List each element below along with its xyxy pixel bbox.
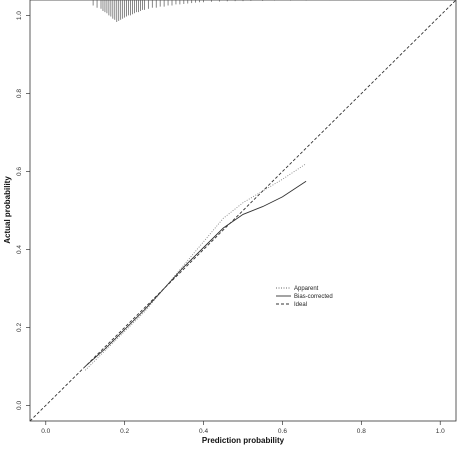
rug-plot [92,0,410,22]
legend-apparent-label: Apparent [294,286,319,292]
plot-frame [29,0,457,422]
y-axis: 0.0 0.2 0.4 0.6 0.8 1.0 [16,11,30,410]
series-apparent-line [84,163,307,371]
series-ideal-line [29,0,457,422]
y-tick-label: 0.8 [16,89,23,98]
y-tick-label: 1.0 [16,11,23,20]
x-axis: 0.0 0.2 0.4 0.6 0.8 1.0 [41,421,445,435]
y-tick-label: 0.4 [16,245,23,254]
x-tick-label: 0.0 [41,428,50,435]
y-tick-label: 0.2 [16,323,23,332]
x-tick-label: 0.2 [120,428,129,435]
series-lines [29,0,457,422]
series-bias-corrected-line [84,180,307,367]
y-tick-label: 0.0 [16,401,23,410]
y-tick-label: 0.6 [16,167,23,176]
legend-bias-corrected-label: Bias-corrected [294,294,333,300]
legend-ideal-label: Ideal [294,302,307,308]
x-tick-label: 0.6 [278,428,287,435]
x-tick-label: 0.4 [199,428,208,435]
x-tick-label: 1.0 [436,428,445,435]
legend: Apparent Bias-corrected Ideal [276,286,333,308]
y-axis-label: Actual probability [3,176,12,244]
x-tick-label: 0.8 [357,428,366,435]
x-axis-label: Prediction probability [202,436,285,445]
